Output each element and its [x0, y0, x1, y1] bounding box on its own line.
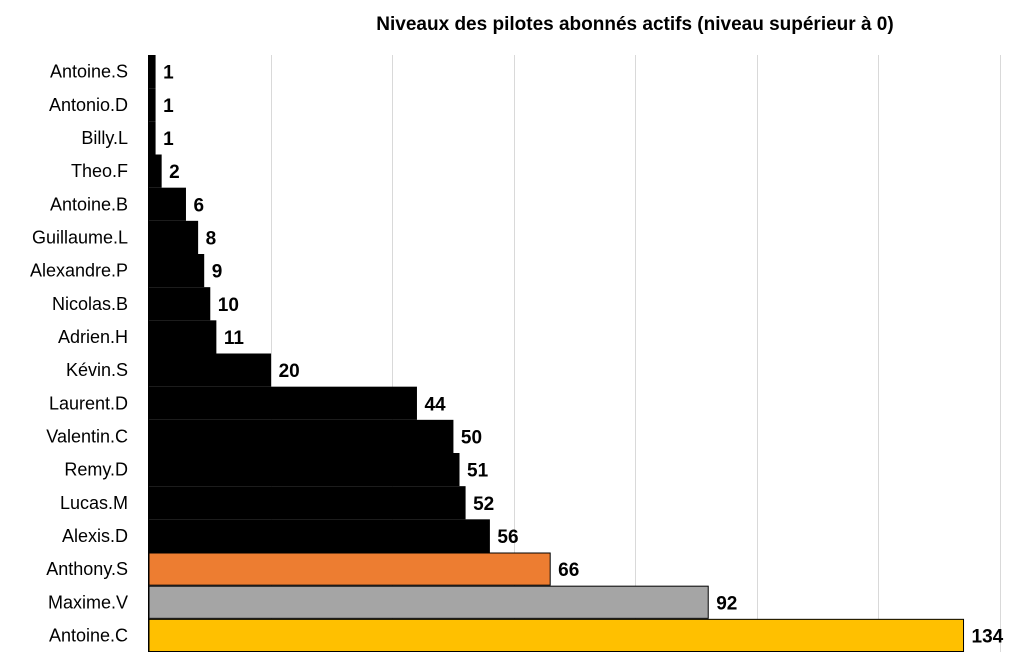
category-label: Guillaume.L [32, 227, 128, 247]
bar [148, 320, 217, 354]
bar [148, 353, 272, 387]
bar [148, 419, 454, 454]
bar [148, 486, 466, 520]
category-label: Theo.F [71, 161, 128, 181]
category-label: Antoine.B [50, 194, 128, 214]
bar [148, 618, 965, 652]
data-label: 2 [169, 162, 180, 183]
bar [148, 154, 162, 188]
data-label: 1 [163, 96, 174, 117]
bar [148, 187, 186, 221]
bar [148, 88, 156, 122]
gridlines [271, 55, 1001, 652]
data-label: 8 [206, 228, 217, 249]
bar [148, 287, 211, 321]
data-label: 134 [972, 626, 1004, 647]
category-label: Nicolas.B [52, 294, 128, 314]
data-label: 9 [212, 262, 223, 283]
data-label: 50 [461, 427, 482, 448]
data-label: 6 [193, 195, 204, 216]
bar [148, 386, 417, 420]
category-label: Maxime.V [48, 592, 128, 612]
data-label: 20 [279, 361, 300, 382]
data-label: 56 [497, 527, 518, 548]
category-label: Antoine.C [49, 625, 128, 645]
bar [148, 121, 156, 155]
category-label: Antonio.D [49, 95, 128, 115]
category-label: Alexis.D [62, 526, 128, 546]
category-label: Antoine.S [50, 62, 128, 82]
data-label: 1 [163, 63, 174, 84]
category-label: Billy.L [81, 128, 128, 148]
data-label: 66 [558, 560, 579, 581]
data-label: 52 [473, 494, 494, 515]
data-label: 92 [716, 593, 737, 614]
bar [148, 55, 156, 89]
data-label: 1 [163, 129, 174, 150]
category-label: Valentin.C [46, 426, 128, 446]
bar [148, 552, 551, 586]
data-label: 11 [224, 328, 245, 349]
labels: Antoine.S 1 Antonio.D 1 Billy.L 1 Theo.F 2 Antoi… [30, 62, 1004, 648]
bar [148, 453, 460, 487]
category-label: Adrien.H [58, 327, 128, 347]
bar [148, 220, 199, 254]
category-label: Remy.D [64, 460, 128, 480]
category-label: Anthony.S [46, 559, 128, 579]
bar [148, 585, 709, 619]
chart-title: Niveaux des pilotes abonnés actifs (nive… [376, 14, 893, 35]
data-label: 10 [218, 295, 239, 316]
bar [148, 254, 205, 288]
data-label: 51 [467, 461, 489, 482]
category-label: Kévin.S [66, 360, 128, 380]
category-label: Laurent.D [49, 393, 128, 413]
bar [148, 519, 490, 553]
category-label: Lucas.M [60, 493, 128, 513]
category-label: Alexandre.P [30, 261, 128, 281]
data-label: 44 [424, 394, 446, 415]
